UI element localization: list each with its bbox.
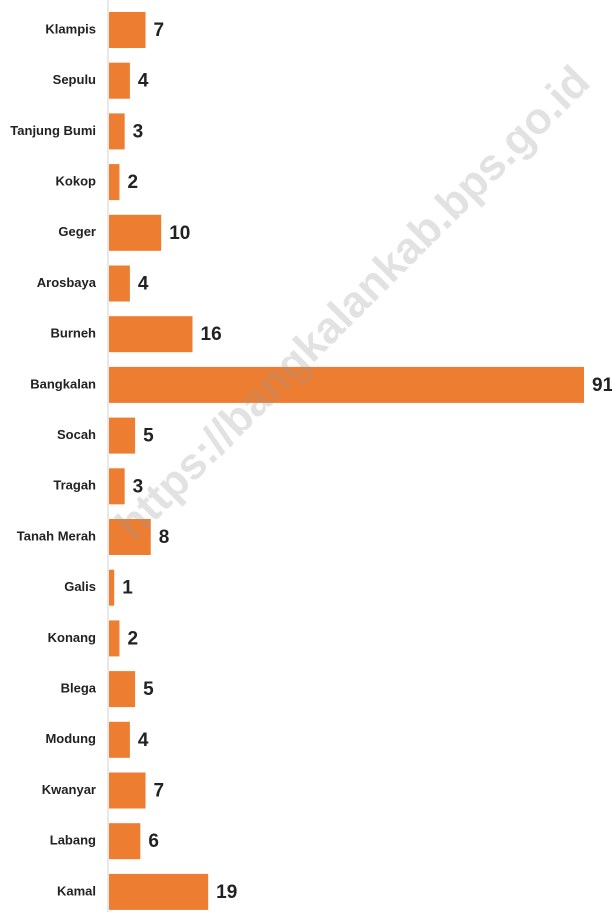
value-label: 8 (159, 527, 170, 548)
category-label: Bangkalan (30, 376, 96, 391)
category-label: Socah (57, 427, 96, 442)
category-label: Kwanyar (42, 782, 96, 797)
bar (109, 468, 125, 505)
value-label: 2 (127, 172, 138, 193)
value-label: 16 (201, 324, 222, 345)
bar (109, 366, 584, 403)
value-label: 3 (133, 121, 144, 142)
bar (109, 62, 130, 99)
value-label: 1 (122, 578, 133, 599)
bar (109, 164, 120, 201)
bar (109, 873, 209, 910)
category-label: Blega (61, 681, 97, 696)
category-label: Tanjung Bumi (10, 123, 96, 138)
category-label: Konang (48, 630, 96, 645)
category-label: Sepulu (53, 72, 96, 87)
value-label: 91 (592, 375, 612, 396)
bar (109, 671, 136, 708)
value-label: 5 (143, 679, 154, 700)
value-label: 2 (127, 628, 138, 649)
bar (109, 620, 120, 657)
bar (109, 772, 146, 809)
bar (109, 569, 115, 606)
value-label: 6 (148, 831, 159, 852)
value-label: 7 (154, 781, 165, 802)
category-label: Burneh (51, 326, 97, 341)
category-label: Kokop (56, 174, 97, 189)
value-label: 19 (216, 882, 237, 903)
watermark: https://bangkalankab.bps.go.id (107, 57, 600, 550)
bar (109, 214, 162, 251)
category-label: Klampis (45, 21, 96, 36)
bar (109, 113, 125, 150)
value-label: 4 (138, 274, 149, 295)
category-label: Geger (58, 224, 96, 239)
bar (109, 519, 151, 555)
category-label: Tragah (53, 478, 96, 493)
category-label: Tanah Merah (17, 528, 96, 543)
value-label: 7 (154, 20, 165, 41)
category-label: Modung (45, 731, 96, 746)
category-label: Kamal (57, 883, 96, 898)
value-label: 4 (138, 71, 149, 92)
bar (109, 721, 130, 758)
bar (109, 417, 136, 454)
category-label: Labang (50, 833, 96, 848)
value-label: 4 (138, 730, 149, 751)
value-label: 3 (133, 476, 144, 497)
value-label: 5 (143, 426, 154, 447)
bar (109, 316, 193, 353)
category-label: Galis (64, 579, 96, 594)
bar (109, 12, 146, 48)
category-label: Arosbaya (37, 275, 97, 290)
bar (109, 265, 130, 302)
value-label: 10 (169, 223, 190, 244)
bar (109, 823, 141, 860)
